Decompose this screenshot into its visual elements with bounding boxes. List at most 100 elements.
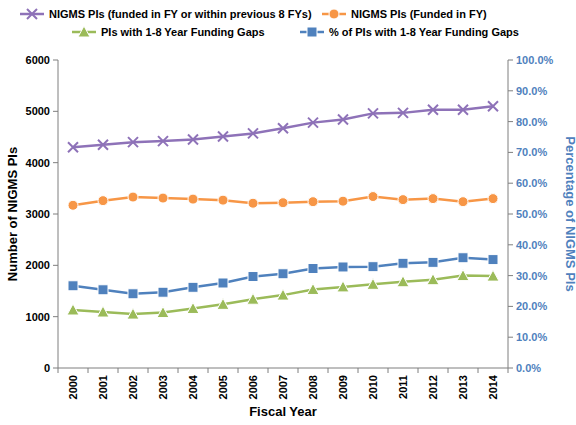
x-tick [268, 368, 269, 373]
x-tick [448, 368, 449, 373]
y2-tick-label: 30.0% [516, 270, 547, 282]
data-point [157, 307, 169, 318]
y2-tick-label: 90.0% [516, 85, 547, 97]
plot-area [67, 101, 499, 319]
legend-label: NIGMS PIs (funded in FY or within previo… [49, 8, 312, 20]
y-tick [53, 368, 58, 369]
data-point [368, 108, 378, 118]
y2-tick [508, 60, 513, 61]
x-tick-label: 2004 [187, 374, 199, 399]
x-tick-label: 2011 [397, 375, 409, 399]
data-point [247, 293, 259, 304]
y-tick [53, 162, 58, 163]
data-point [218, 195, 228, 205]
x-tick [238, 368, 239, 373]
x-tick [178, 368, 179, 373]
y2-tick-label: 60.0% [516, 177, 547, 189]
y2-tick-label: 10.0% [516, 331, 547, 343]
y-tick-label: 5000 [26, 105, 50, 117]
data-point [488, 255, 498, 265]
data-point [338, 262, 348, 272]
data-point [278, 123, 288, 133]
data-point [188, 282, 198, 292]
data-point [307, 283, 319, 294]
x-tick [208, 368, 209, 373]
data-point [368, 192, 378, 202]
x-tick [148, 368, 149, 373]
data-point [457, 270, 469, 281]
x-tick [358, 368, 359, 373]
data-point [308, 264, 318, 274]
data-point [127, 308, 139, 319]
data-point [188, 194, 198, 204]
x-tick [478, 368, 479, 373]
y2-tick-label: 40.0% [516, 239, 547, 251]
x-tick [418, 368, 419, 373]
legend-label: PIs with 1-8 Year Funding Gaps [101, 26, 265, 38]
y-tick [53, 265, 58, 266]
data-point [308, 197, 318, 207]
x-tick-label: 2006 [247, 375, 259, 399]
y2-tick [508, 275, 513, 276]
data-point [98, 285, 108, 295]
x-tick-label: 2001 [97, 375, 109, 399]
data-point [458, 253, 468, 263]
y2-tick [508, 214, 513, 215]
x-tick [388, 368, 389, 373]
data-point [278, 198, 288, 208]
y-tick [53, 111, 58, 112]
legend-label: % of PIs with 1-8 Year Funding Gaps [329, 26, 519, 38]
data-point [158, 287, 168, 297]
x-tick [58, 368, 59, 373]
data-point [128, 137, 138, 147]
data-point [398, 195, 408, 205]
y2-tick-label: 20.0% [516, 300, 547, 312]
x-tick-label: 2003 [157, 375, 169, 399]
data-point [97, 306, 109, 317]
data-point [338, 115, 348, 125]
y2-tick [508, 368, 513, 369]
data-point [458, 197, 468, 207]
y-tick-label: 2000 [26, 259, 50, 271]
legend-marker [329, 9, 339, 19]
data-point [248, 128, 258, 138]
x-tick [298, 368, 299, 373]
legend-marker [27, 9, 37, 19]
data-point [428, 194, 438, 204]
data-point [278, 269, 288, 279]
data-point [488, 101, 498, 111]
legend-marker [78, 26, 90, 37]
y-tick-label: 3000 [26, 208, 50, 220]
y-tick [53, 60, 58, 61]
y2-axis-title: Percentage of NIGMS PIs [563, 136, 576, 291]
legend-label: NIGMS PIs (Funded in FY) [351, 8, 487, 20]
x-tick-label: 2009 [337, 375, 349, 399]
y-axis-title: Number of NIGMS PIs [5, 147, 20, 281]
x-tick [508, 368, 509, 373]
y2-tick [508, 90, 513, 91]
x-tick-label: 2007 [277, 375, 289, 399]
x-axis [58, 368, 508, 369]
y2-tick-label: 70.0% [516, 146, 547, 158]
data-point [98, 140, 108, 150]
x-tick [118, 368, 119, 373]
data-point [397, 276, 409, 287]
y2-tick-label: 100.0% [516, 54, 554, 66]
y2-tick [508, 121, 513, 122]
y2-tick-label: 80.0% [516, 116, 547, 128]
x-tick-label: 2013 [457, 375, 469, 399]
y2-tick-label: 50.0% [516, 208, 547, 220]
data-point [428, 105, 438, 115]
data-point [187, 302, 199, 313]
y-tick-label: 0 [44, 362, 50, 374]
x-tick-label: 2008 [307, 375, 319, 399]
y2-tick [508, 337, 513, 338]
x-tick [88, 368, 89, 373]
x-tick-label: 2014 [487, 374, 499, 399]
data-point [428, 257, 438, 267]
y2-tick [508, 306, 513, 307]
data-point [308, 118, 318, 128]
x-tick-label: 2005 [217, 375, 229, 399]
data-point [488, 194, 498, 204]
y2-tick [508, 244, 513, 245]
